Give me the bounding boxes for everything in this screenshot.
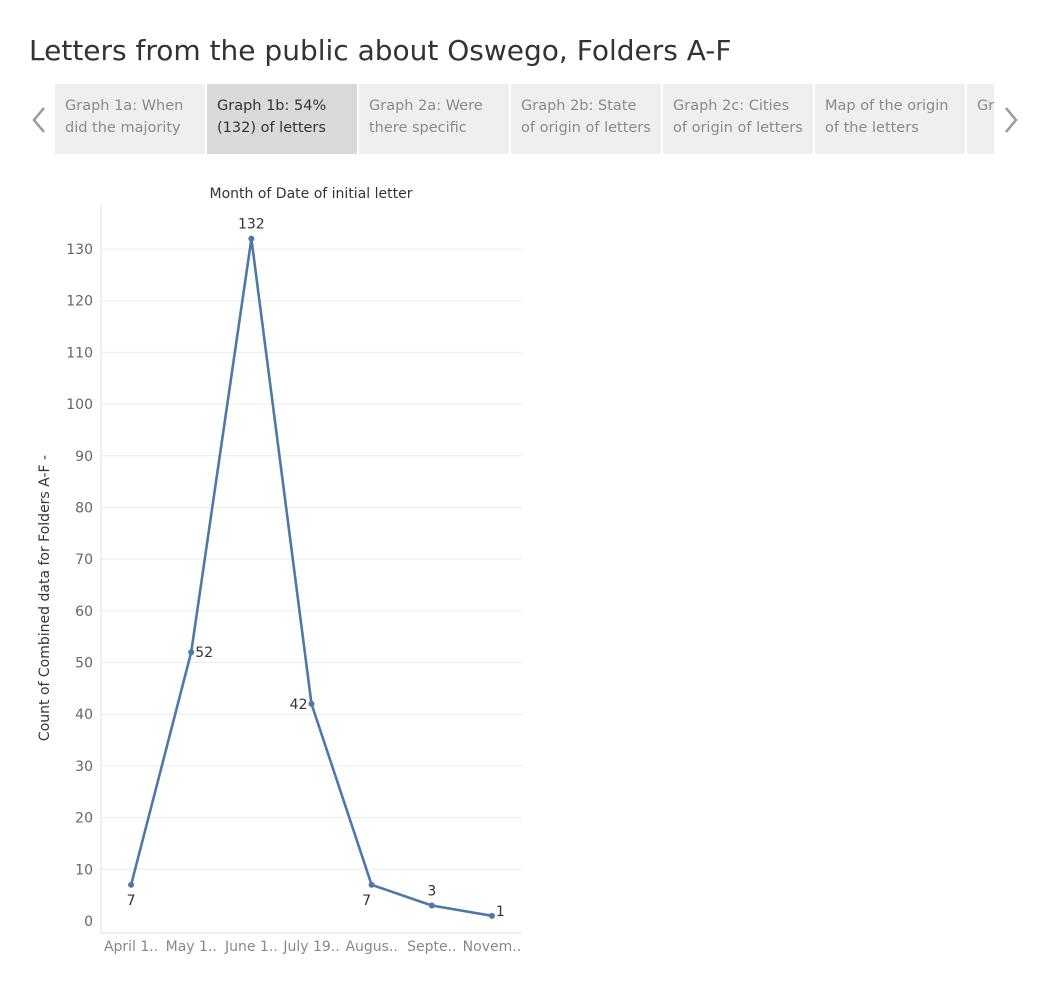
data-label: 42 [290,697,308,713]
data-label: 3 [427,883,436,899]
data-point [308,700,315,707]
y-tick-label: 70 [75,552,93,568]
axes: 0 10 20 30 40 50 60 70 80 90 100 110 120 130 April 1..… [66,205,522,955]
story-tab-label: Gr th [977,98,994,114]
chart-title: Month of Date of initial letter [210,186,413,202]
story-tab[interactable]: Graph 1b: 54% (132) of letters [207,84,357,154]
data-labels: 7 52 132 42 7 3 1 [127,217,505,920]
story-tab-label: Map of the origin of the letters from [825,98,949,136]
data-label: 52 [195,645,213,661]
chevron-right-icon[interactable] [996,102,1026,138]
x-tick-label: July 19.. [282,939,339,955]
story-tab-label: Graph 2c: Cities of origin of letters [673,98,803,136]
x-tick-label: April 1.. [104,939,158,955]
series-line [129,237,493,918]
story-navigator: Graph 1a: When did the majority of Graph … [22,84,1032,154]
data-label: 7 [362,893,371,909]
data-point [368,881,375,888]
story-tab[interactable]: Graph 1a: When did the majority of [55,84,205,154]
story-tab[interactable]: Graph 2c: Cities of origin of letters [663,84,813,154]
y-tick-label: 50 [75,656,93,672]
data-point [428,902,435,909]
x-tick-label: Augus.. [345,939,397,955]
y-tick-label: 20 [75,811,93,827]
y-tick-label: 60 [75,604,93,620]
story-tabs: Graph 1a: When did the majority of Graph … [55,84,994,154]
y-tick-label: 120 [66,294,93,310]
x-tick-label: Septe.. [407,939,456,955]
story-tab[interactable]: Graph 2b: State of origin of letters [511,84,661,154]
story-tab-label: Graph 1a: When did the majority of [65,98,184,136]
y-tick-label: 40 [75,707,93,723]
y-tick-label: 10 [75,862,93,878]
y-tick-label: 80 [75,500,93,516]
chart-svg: Month of Date of initial letter Count of… [37,186,522,955]
x-tick-label: June 1.. [224,939,278,955]
page-title: Letters from the public about Oswego, Fo… [29,34,732,67]
y-tick-label: 0 [84,914,93,930]
y-tick-label: 130 [66,242,93,258]
story-tab-label: Graph 2a: Were there specific [369,98,483,136]
grid-lines [101,248,522,870]
data-point [128,881,135,888]
data-point [248,235,255,242]
data-label: 7 [127,893,136,909]
data-point [488,912,495,919]
y-tick-label: 110 [66,345,93,361]
data-label: 132 [238,217,265,233]
story-tab-label: Graph 1b: 54% (132) of letters [217,98,327,136]
story-tab[interactable]: Map of the origin of the letters from [815,84,965,154]
data-label: 1 [496,904,505,920]
story-tab[interactable]: Graph 2a: Were there specific [359,84,509,154]
y-axis-label: Count of Combined data for Folders A-F - [37,455,53,741]
y-tick-label: 90 [75,449,93,465]
y-tick-label: 30 [75,759,93,775]
x-tick-label: Novem.. [463,939,521,955]
chevron-left-icon[interactable] [24,102,54,138]
x-tick-label: May 1.. [166,939,217,955]
series [128,235,495,919]
story-tab-label: Graph 2b: State of origin of letters [521,98,651,136]
data-point [188,649,195,656]
y-tick-label: 100 [66,397,93,413]
story-tab[interactable]: Gr th [967,84,994,154]
line-chart: Month of Date of initial letter Count of… [0,160,560,984]
